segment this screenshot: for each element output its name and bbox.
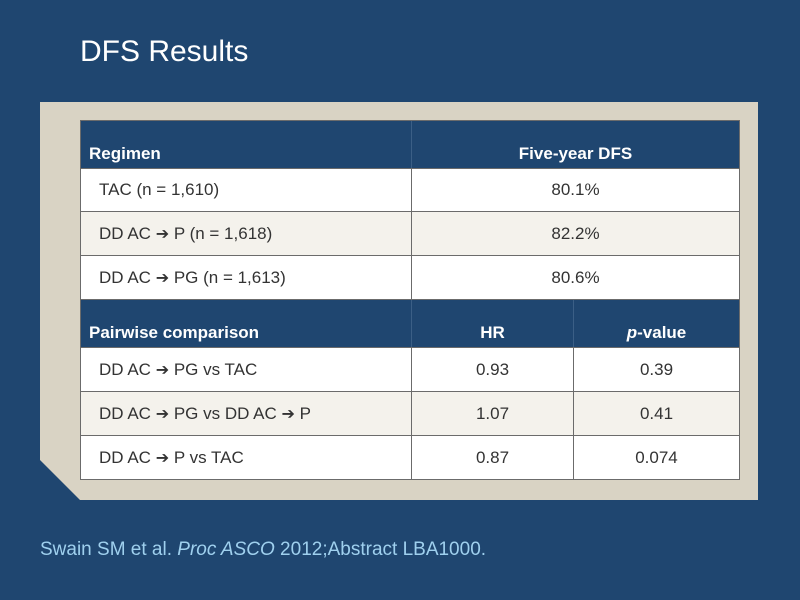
arrow-right-icon: ➔: [155, 404, 170, 423]
hr-value: 0.87: [411, 436, 573, 479]
regimen-header-row: Regimen Five-year DFS: [81, 121, 739, 169]
hr-value: 0.93: [411, 348, 573, 391]
table-row: DD AC ➔ P (n = 1,618) 82.2%: [81, 212, 739, 256]
regimen-cell: TAC (n = 1,610): [99, 180, 220, 199]
p-value: 0.41: [573, 392, 739, 435]
comparison-header: Pairwise comparison: [89, 322, 260, 342]
regimen-text: DD AC: [99, 223, 156, 243]
p-value-header: p -value: [573, 300, 739, 347]
p-value: 0.39: [573, 348, 739, 391]
p-suffix: -value: [637, 322, 687, 342]
citation: Swain SM et al. Proc ASCO 2012;Abstract …: [40, 537, 486, 563]
regimen-cell: DD AC ➔ PG (n = 1,613): [81, 256, 411, 299]
regimen-cell: DD AC ➔ P (n = 1,618): [81, 212, 411, 255]
dfs-value: 82.2%: [411, 212, 739, 255]
dfs-header: Five-year DFS: [411, 121, 739, 168]
comparison-cell: DD AC ➔ PG vs TAC: [81, 348, 411, 391]
slide-title: DFS Results: [80, 35, 249, 68]
comparison-text: P vs TAC: [169, 447, 244, 467]
table-row: DD AC ➔ P vs TAC 0.87 0.074: [81, 436, 739, 479]
arrow-right-icon: ➔: [155, 224, 170, 243]
regimen-text: PG (n = 1,613): [169, 267, 286, 287]
arrow-right-icon: ➔: [155, 360, 170, 379]
comparison-text: PG vs TAC: [169, 359, 258, 379]
arrow-right-icon: ➔: [155, 448, 170, 467]
hr-value: 1.07: [411, 392, 573, 435]
comparison-text: PG vs DD AC: [169, 403, 282, 423]
regimen-text: P (n = 1,618): [169, 223, 273, 243]
table-row: DD AC ➔ PG vs DD AC ➔ P 1.07 0.41: [81, 392, 739, 436]
comparison-cell: DD AC ➔ PG vs DD AC ➔ P: [81, 392, 411, 435]
dfs-results-table: Regimen Five-year DFS TAC (n = 1,610) 80…: [80, 120, 740, 480]
dfs-value: 80.6%: [411, 256, 739, 299]
table-row: DD AC ➔ PG vs TAC 0.93 0.39: [81, 348, 739, 392]
citation-journal: Proc ASCO: [177, 539, 275, 560]
comparison-text: DD AC: [99, 403, 156, 423]
regimen-header: Regimen: [89, 143, 161, 163]
p-value: 0.074: [573, 436, 739, 479]
comparison-text: DD AC: [99, 447, 156, 467]
table-row: TAC (n = 1,610) 80.1%: [81, 169, 739, 212]
citation-authors: Swain SM et al.: [40, 539, 178, 560]
comparison-text: DD AC: [99, 359, 156, 379]
hr-header: HR: [411, 300, 573, 347]
comparison-cell: DD AC ➔ P vs TAC: [81, 436, 411, 479]
dfs-value: 80.1%: [411, 169, 739, 211]
arrow-right-icon: ➔: [155, 268, 170, 287]
comparison-text: P: [294, 403, 311, 423]
comparison-header-row: Pairwise comparison HR p -value: [81, 300, 739, 348]
p-letter: p: [626, 322, 638, 342]
citation-details: 2012;Abstract LBA1000.: [274, 539, 487, 560]
arrow-right-icon: ➔: [281, 404, 295, 423]
regimen-text: DD AC: [99, 267, 156, 287]
table-row: DD AC ➔ PG (n = 1,613) 80.6%: [81, 256, 739, 300]
